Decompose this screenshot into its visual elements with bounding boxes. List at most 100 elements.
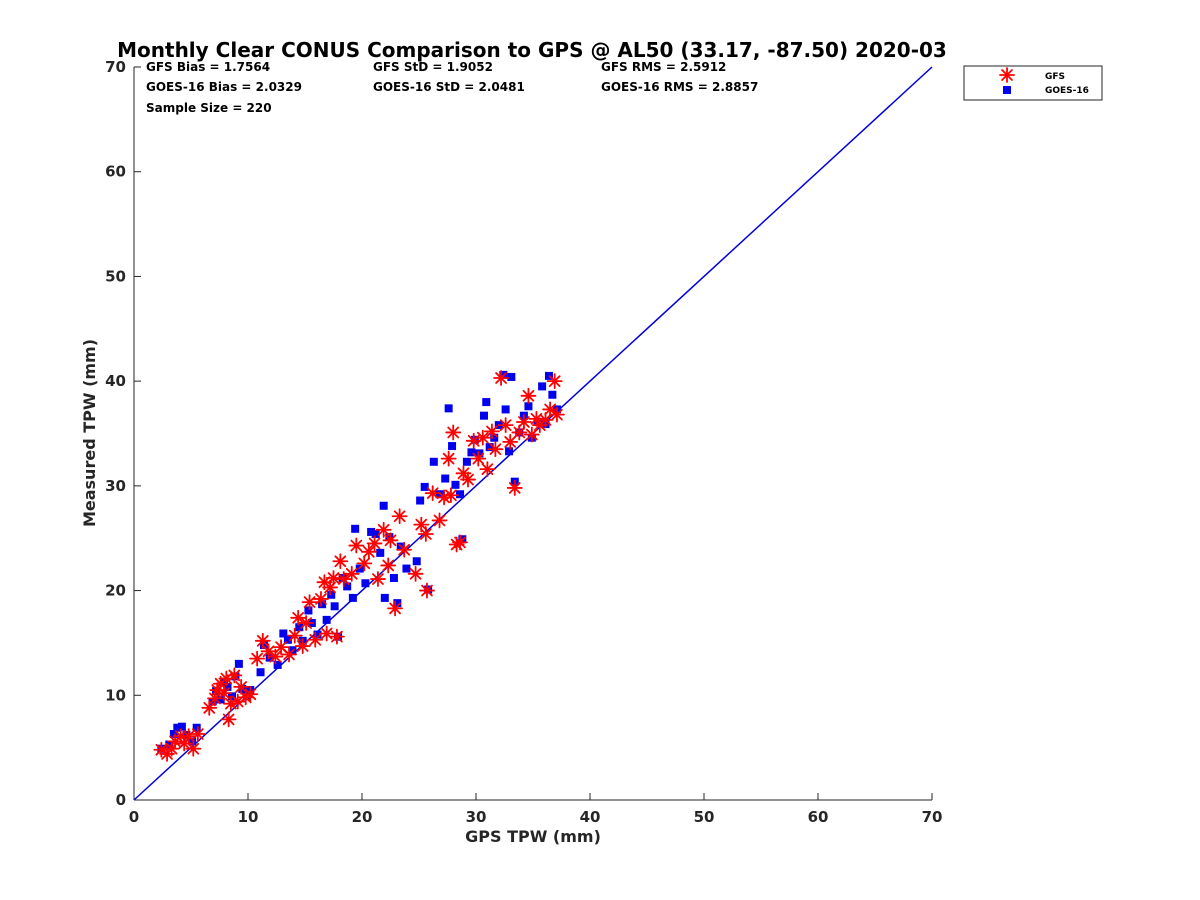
x-tick-label: 60 bbox=[808, 808, 829, 826]
gfs-data-point bbox=[301, 594, 318, 610]
goes16-data-point bbox=[393, 599, 402, 608]
gfs-data-point bbox=[216, 685, 232, 702]
goes16-data-point bbox=[327, 590, 336, 599]
y-tick-label: 20 bbox=[105, 582, 126, 600]
y-tick-label: 10 bbox=[105, 686, 126, 704]
goes16-data-point bbox=[343, 582, 352, 591]
gfs-data-point bbox=[335, 571, 352, 587]
gfs-data-point bbox=[549, 406, 565, 423]
goes16-data-point bbox=[462, 457, 471, 466]
gfs-data-point bbox=[249, 650, 266, 667]
axis-ticks: 0 10 20 30 40 50 60 70 0 10 20 30 40 50 60 70 bbox=[105, 58, 942, 826]
chart-title: Monthly Clear CONUS Comparison to GPS @ … bbox=[117, 38, 947, 62]
gfs-data-point bbox=[375, 521, 392, 538]
gfs-data-point bbox=[511, 424, 528, 441]
gfs-data-point bbox=[348, 537, 365, 554]
goes16-data-point bbox=[490, 433, 499, 442]
x-tick-label: 10 bbox=[238, 808, 259, 826]
gfs-data-point bbox=[440, 450, 457, 467]
goes16-data-point bbox=[165, 740, 174, 749]
gfs-data-point bbox=[523, 426, 540, 443]
gfs-data-point bbox=[189, 726, 206, 742]
goes16-data-point bbox=[380, 593, 389, 602]
x-tick-label: 70 bbox=[922, 808, 943, 826]
gfs-data-point bbox=[313, 591, 329, 607]
goes16-data-point bbox=[420, 482, 429, 491]
gfs-data-point bbox=[382, 532, 399, 549]
gfs-data-point bbox=[226, 667, 243, 684]
gfs-data-point bbox=[290, 609, 307, 626]
goes16-data-point bbox=[482, 398, 491, 407]
gfs-data-point bbox=[506, 480, 523, 496]
goes16-data-point bbox=[548, 390, 557, 399]
gfs-data-point bbox=[286, 627, 303, 644]
legend: GFS GOES-16 bbox=[963, 65, 1103, 101]
stat-goes-rms: GOES-16 RMS = 2.8857 bbox=[601, 80, 758, 94]
goes16-data-point bbox=[192, 723, 201, 732]
goes16-data-point bbox=[367, 527, 376, 536]
series-gfs bbox=[153, 370, 565, 762]
goes16-data-point bbox=[216, 695, 225, 704]
gfs-data-point bbox=[318, 625, 335, 642]
gfs-data-point bbox=[180, 728, 197, 745]
gfs-data-point bbox=[515, 414, 532, 430]
legend-gfs-label: GFS bbox=[1045, 72, 1065, 82]
goes16-data-point bbox=[429, 457, 438, 466]
goes16-data-point bbox=[361, 579, 370, 588]
gfs-data-point bbox=[387, 600, 403, 617]
stat-goes-bias: GOES-16 Bias = 2.0329 bbox=[146, 80, 302, 94]
x-tick-label: 50 bbox=[694, 808, 715, 826]
y-tick-label: 60 bbox=[105, 163, 126, 181]
gfs-data-point bbox=[424, 485, 441, 502]
y-tick-label: 40 bbox=[105, 372, 126, 390]
goes16-data-point bbox=[507, 372, 516, 381]
gfs-data-point bbox=[220, 711, 237, 728]
goes16-data-point bbox=[234, 659, 243, 668]
goes16-data-point bbox=[279, 629, 288, 638]
goes16-data-point bbox=[485, 443, 494, 452]
legend-gfs-marker bbox=[999, 67, 1015, 83]
gfs-data-point bbox=[497, 417, 514, 434]
gfs-data-point bbox=[479, 461, 496, 478]
gfs-data-point bbox=[520, 387, 537, 404]
goes16-data-point bbox=[295, 623, 304, 632]
y-tick-label: 0 bbox=[116, 791, 126, 809]
goes16-data-point bbox=[538, 382, 547, 391]
goes16-data-point bbox=[177, 722, 186, 731]
gfs-data-point bbox=[460, 471, 476, 488]
legend-goes16-label: GOES-16 bbox=[1045, 86, 1089, 96]
gfs-data-point bbox=[470, 450, 487, 467]
stat-gfs-rms: GFS RMS = 2.5912 bbox=[601, 60, 726, 74]
gfs-data-point bbox=[443, 487, 459, 504]
gfs-data-point bbox=[242, 686, 259, 703]
gfs-data-point bbox=[332, 553, 349, 570]
goes16-data-point bbox=[448, 442, 457, 451]
gfs-data-point bbox=[493, 370, 509, 386]
goes16-data-point bbox=[371, 530, 380, 539]
goes16-data-point bbox=[223, 682, 232, 691]
gfs-data-point bbox=[201, 699, 218, 716]
goes16-data-point bbox=[379, 501, 388, 510]
goes16-data-point bbox=[416, 496, 425, 505]
goes16-data-point bbox=[389, 574, 398, 583]
gfs-data-point bbox=[445, 424, 462, 441]
gfs-data-point bbox=[298, 615, 315, 631]
goes16-data-point bbox=[451, 480, 460, 489]
goes16-data-point bbox=[188, 737, 197, 746]
gfs-data-point bbox=[484, 423, 500, 440]
gfs-data-point bbox=[396, 541, 413, 558]
gfs-data-point bbox=[185, 740, 202, 757]
goes16-data-point bbox=[441, 474, 450, 483]
goes16-data-point bbox=[256, 668, 265, 677]
goes16-data-point bbox=[273, 660, 282, 669]
gfs-data-point bbox=[329, 628, 345, 645]
goes16-data-point bbox=[524, 402, 533, 411]
gfs-data-point bbox=[537, 411, 554, 428]
goes16-data-point bbox=[505, 447, 514, 456]
x-tick-label: 0 bbox=[129, 808, 139, 826]
gfs-data-point bbox=[502, 433, 519, 450]
gfs-data-point bbox=[343, 565, 360, 582]
y-tick-label: 70 bbox=[105, 58, 126, 76]
x-axis-label: GPS TPW (mm) bbox=[465, 827, 601, 846]
